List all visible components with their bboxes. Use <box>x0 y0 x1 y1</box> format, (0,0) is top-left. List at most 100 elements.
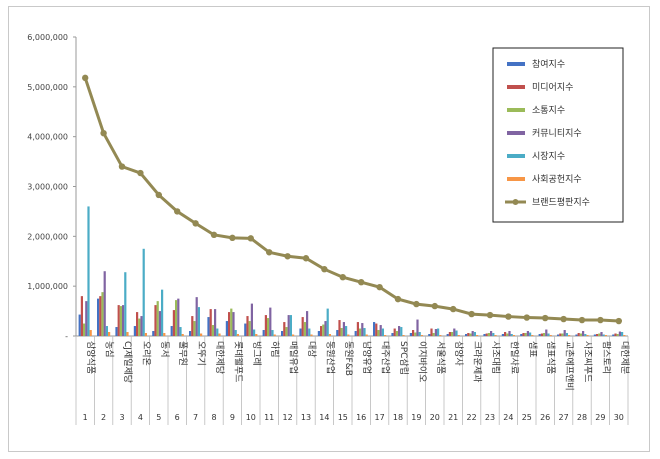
bar <box>189 331 192 336</box>
bar <box>216 328 219 336</box>
bar <box>412 330 415 336</box>
legend-swatch <box>507 154 525 158</box>
bar <box>579 333 582 336</box>
line-point <box>174 208 181 215</box>
bar <box>175 300 178 336</box>
legend-swatch <box>507 177 525 181</box>
bar <box>250 303 253 336</box>
category-label: 이지바이오 <box>416 341 427 382</box>
bar <box>510 334 513 336</box>
category-index: 17 <box>375 413 385 422</box>
category-index: 30 <box>614 413 624 422</box>
bar <box>197 307 200 336</box>
bar <box>209 309 212 336</box>
line-point <box>597 316 604 324</box>
bar <box>244 323 247 336</box>
bar <box>308 328 311 336</box>
bar <box>262 330 265 336</box>
y-tick-label: 4,000,000 <box>27 133 68 142</box>
bar <box>563 330 566 336</box>
bar <box>526 331 529 336</box>
bar <box>179 327 182 336</box>
legend-swatch <box>507 108 525 112</box>
category-label: 팜스토리 <box>600 341 611 374</box>
bar <box>317 331 320 336</box>
bar <box>465 334 468 336</box>
category-label: 풀무원 <box>177 341 188 366</box>
bar <box>193 321 196 336</box>
bar <box>124 272 127 336</box>
line-point <box>137 169 144 177</box>
category-index: 18 <box>393 413 403 422</box>
category-index: 14 <box>319 413 329 422</box>
bar <box>133 326 136 336</box>
bar <box>144 333 147 336</box>
bar <box>361 323 364 336</box>
category-index: 4 <box>138 413 143 422</box>
category-index: 24 <box>503 413 513 422</box>
bar <box>228 312 231 336</box>
bar <box>122 305 125 336</box>
bar <box>225 321 228 336</box>
bar <box>140 316 143 336</box>
category-label: 동서 <box>159 341 170 358</box>
bar <box>621 332 624 336</box>
bar <box>365 334 368 336</box>
bar <box>604 335 607 336</box>
category-label: 오뚜기 <box>196 341 207 366</box>
bar <box>89 330 92 336</box>
category-label: 사조씨푸드 <box>582 341 593 382</box>
category-index: 9 <box>230 413 235 422</box>
bar <box>575 334 578 336</box>
bar <box>602 334 605 336</box>
bar <box>246 316 249 336</box>
bar <box>301 317 304 336</box>
y-tick-label: 6,000,000 <box>27 33 68 42</box>
bar <box>83 323 86 336</box>
category-index: 26 <box>540 413 550 422</box>
line-point <box>247 235 254 242</box>
line-point <box>578 316 586 324</box>
category-index: 11 <box>264 413 274 422</box>
category-label: SPC삼립 <box>398 341 409 375</box>
bar <box>437 328 440 336</box>
bar <box>623 335 626 336</box>
legend-label: 참여지수 <box>532 58 565 70</box>
bar <box>540 333 543 336</box>
bar <box>342 322 345 336</box>
bar <box>545 329 548 336</box>
legend-swatch-marker <box>512 199 519 205</box>
line-point <box>155 191 162 199</box>
bar <box>347 334 350 336</box>
bar <box>363 328 366 336</box>
line-point <box>266 249 273 256</box>
bar <box>211 325 214 336</box>
line-point <box>192 220 199 227</box>
bar <box>432 333 435 336</box>
line-point <box>560 315 567 323</box>
category-index: 8 <box>211 413 216 422</box>
bar <box>471 331 474 336</box>
bar <box>409 333 412 336</box>
category-label: 남양유업 <box>361 341 372 374</box>
bar <box>269 307 272 336</box>
bar <box>156 301 159 336</box>
bar <box>271 330 274 336</box>
bar <box>322 324 325 336</box>
category-index: 29 <box>595 413 605 422</box>
bar <box>142 248 145 336</box>
bar <box>359 328 362 336</box>
bar <box>430 328 433 336</box>
line-point <box>413 300 420 308</box>
bar <box>126 332 129 336</box>
line-point <box>394 295 402 303</box>
legend-label: 브랜드평판지수 <box>532 197 590 208</box>
category-label: 한일사료 <box>508 341 519 374</box>
bar <box>338 320 341 336</box>
line-point <box>542 314 549 322</box>
bar <box>115 327 118 336</box>
bar <box>476 335 479 336</box>
bar <box>154 305 157 336</box>
bar <box>448 332 451 336</box>
bar <box>618 331 621 336</box>
